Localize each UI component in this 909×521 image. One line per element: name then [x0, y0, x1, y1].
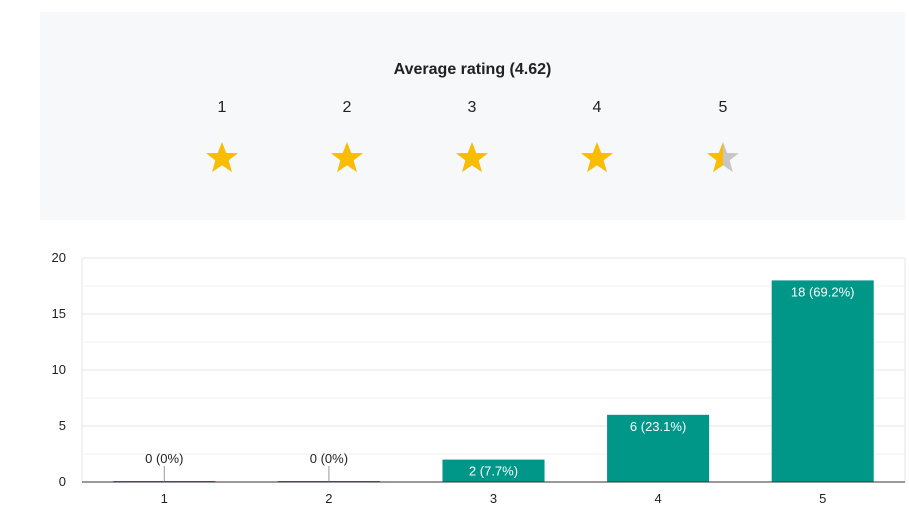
star-icon [456, 142, 488, 172]
star-icon [331, 142, 363, 172]
y-tick-label: 15 [52, 306, 66, 321]
star-icon [707, 142, 739, 172]
star-number: 2 [342, 99, 352, 116]
x-tick-label: 5 [819, 491, 826, 506]
star-icon [581, 142, 613, 172]
star-number: 3 [467, 99, 477, 116]
average-rating-title: Average rating (4.62) [393, 61, 552, 78]
bar [771, 280, 874, 482]
x-tick-label: 4 [654, 491, 661, 506]
bar-data-label: 2 (7.7%) [469, 464, 518, 479]
star-item-4: 4 [567, 98, 627, 176]
x-tick-label: 1 [161, 491, 168, 506]
y-tick-label: 10 [52, 362, 66, 377]
star-number: 5 [718, 99, 728, 116]
star-item-1: 1 [192, 98, 252, 176]
x-tick-label: 3 [490, 491, 497, 506]
y-tick-label: 5 [59, 418, 66, 433]
bar-data-label: 18 (69.2%) [791, 284, 855, 299]
star-item-2: 2 [317, 98, 377, 176]
bar [607, 414, 710, 482]
star-item-3: 3 [442, 98, 502, 176]
x-tick-label: 2 [325, 491, 332, 506]
star-number: 4 [592, 99, 602, 116]
bar-data-label: 0 (0%) [145, 451, 183, 466]
y-tick-label: 0 [59, 474, 66, 489]
star-icon [206, 142, 238, 172]
star-item-5: 5 [693, 98, 753, 176]
bar-data-label: 6 (23.1%) [630, 419, 686, 434]
average-rating-panel: Average rating (4.62) 1 2 3 4 5 [40, 12, 905, 220]
bar [442, 459, 545, 482]
rating-bar-chart: 0 5 10 15 20 0 (0%) 1 0 (0%) 2 2 (7.7%) 3 6 (23.1%)… [52, 250, 906, 506]
y-tick-label: 20 [52, 250, 66, 265]
bar-data-label: 0 (0%) [310, 451, 348, 466]
star-number: 1 [217, 99, 227, 116]
